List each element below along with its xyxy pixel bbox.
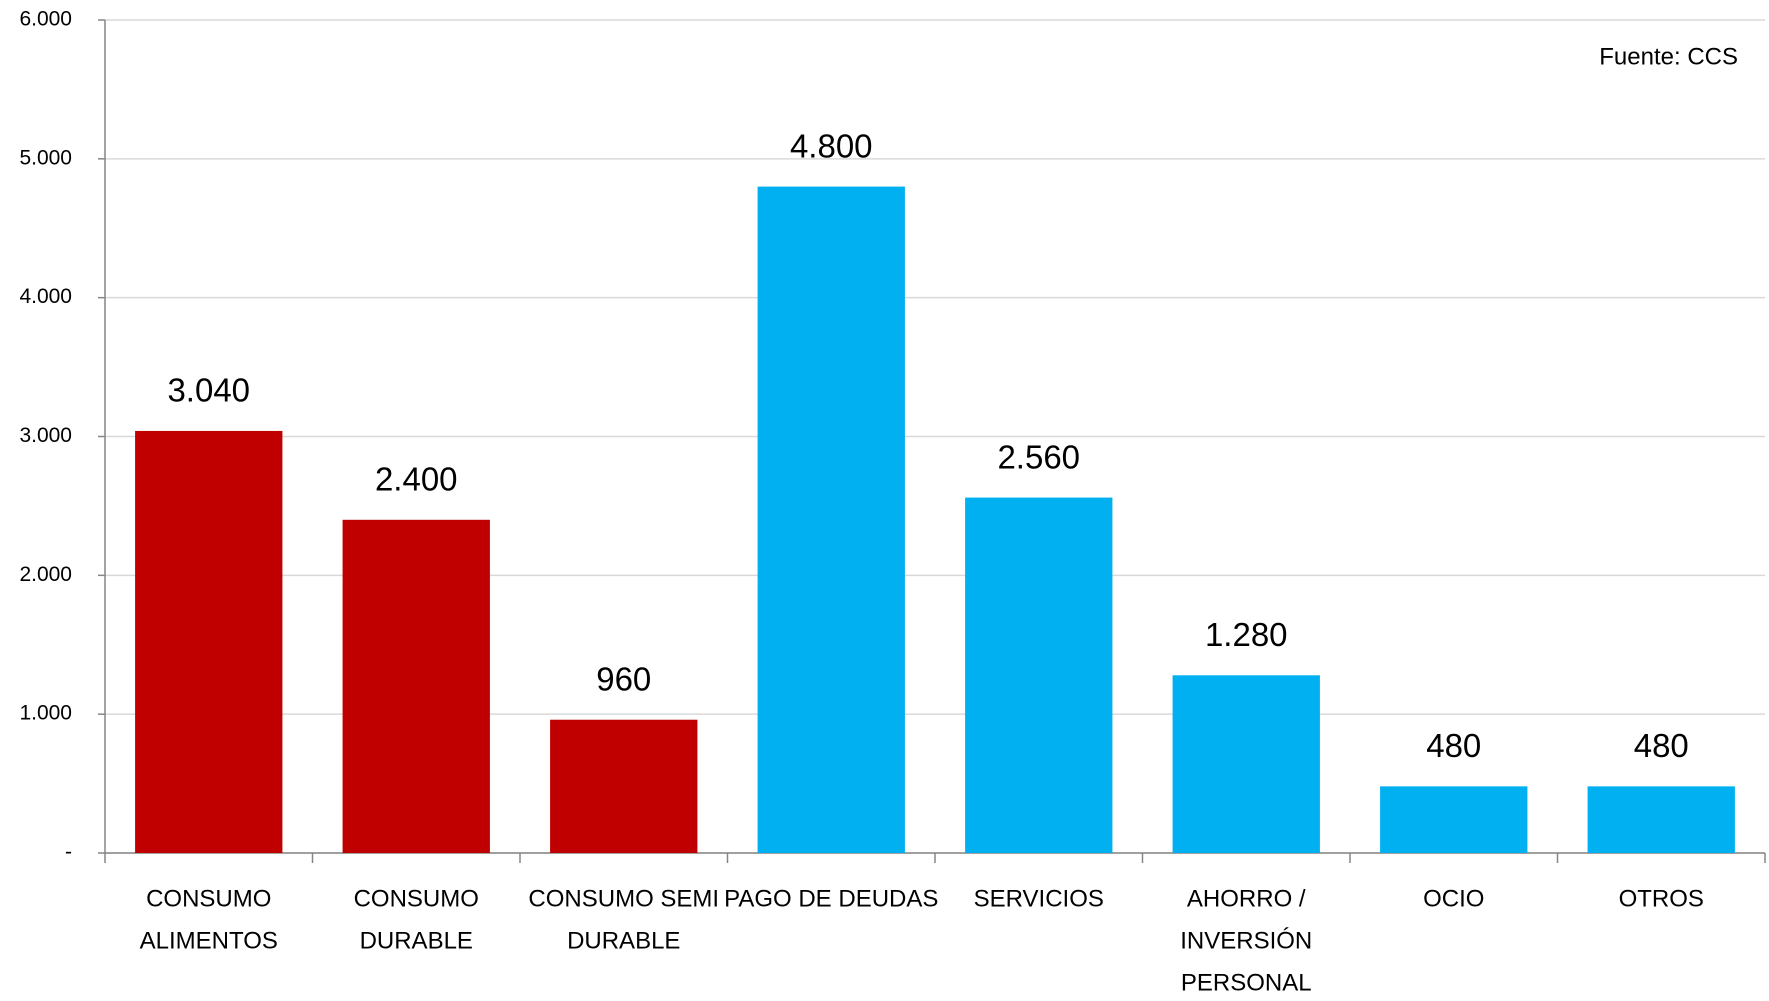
x-tick-label: INVERSIÓN: [1180, 927, 1312, 954]
source-note: Fuente: CCS: [1599, 43, 1738, 70]
x-tick-label: CONSUMO: [354, 885, 479, 912]
value-label: 3.040: [167, 372, 250, 409]
x-tick-label: DURABLE: [567, 927, 680, 954]
bar: [135, 430, 283, 853]
x-tick-label: CONSUMO: [146, 885, 271, 912]
bar: [757, 186, 905, 854]
y-tick-label: 4.000: [19, 285, 72, 308]
x-tick-label: DURABLE: [360, 927, 473, 954]
value-label: 480: [1426, 727, 1481, 764]
x-tick-label: SERVICIOS: [974, 885, 1104, 912]
y-tick-label: 3.000: [19, 424, 72, 447]
x-tick-label: PERSONAL: [1181, 969, 1312, 996]
value-label: 1.280: [1205, 616, 1288, 653]
value-label: 2.560: [997, 438, 1080, 475]
bar: [965, 497, 1113, 853]
y-tick-label: -: [65, 841, 72, 864]
bar: [342, 519, 490, 853]
bar: [550, 719, 698, 853]
y-tick-label: 2.000: [19, 563, 72, 586]
x-tick-label: OTROS: [1619, 885, 1704, 912]
x-tick-label: CONSUMO SEMI: [528, 885, 719, 912]
bar: [1587, 786, 1735, 853]
y-tick-label: 5.000: [19, 146, 72, 169]
y-tick-label: 1.000: [19, 702, 72, 725]
value-label: 4.800: [790, 127, 873, 164]
x-tick-label: AHORRO /: [1187, 885, 1306, 912]
value-label: 2.400: [375, 461, 458, 498]
x-tick-label: OCIO: [1423, 885, 1484, 912]
bar: [1172, 675, 1320, 853]
y-tick-label: 6.000: [19, 8, 72, 31]
x-tick-label: PAGO DE DEUDAS: [724, 885, 938, 912]
value-label: 480: [1634, 727, 1689, 764]
value-label: 960: [596, 660, 651, 697]
bar: [1380, 786, 1528, 853]
x-tick-label: ALIMENTOS: [140, 927, 278, 954]
